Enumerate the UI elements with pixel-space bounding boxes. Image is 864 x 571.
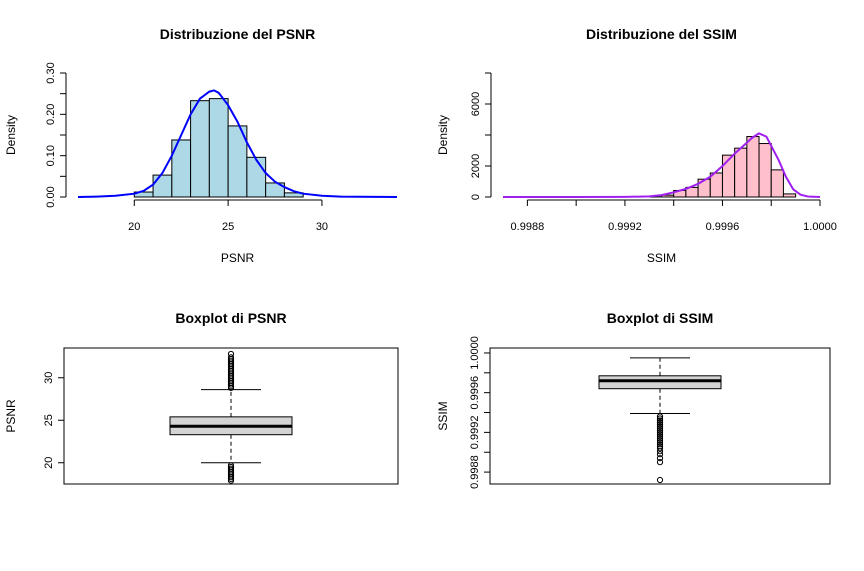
histogram-bar bbox=[153, 175, 172, 197]
y-axis-label: SSIM bbox=[436, 401, 450, 430]
x-tick-label: 30 bbox=[316, 221, 328, 233]
y-tick-label: 0.30 bbox=[45, 62, 57, 83]
boxplot-panel: Boxplot di SSIM 0.9988 0.9992 0.9996 1.0000 S… bbox=[436, 310, 830, 489]
histogram-bar bbox=[247, 157, 266, 197]
y-tick-label: 0.9992 bbox=[469, 416, 481, 450]
histogram-bar bbox=[735, 148, 747, 197]
y-axis-label: Density bbox=[436, 115, 450, 155]
histogram-bar bbox=[710, 173, 722, 197]
x-tick-label: 0.9988 bbox=[511, 221, 545, 233]
outlier-point bbox=[228, 351, 233, 356]
y-tick-label: 0.9996 bbox=[469, 376, 481, 410]
y-tick-label: 1.0000 bbox=[469, 336, 481, 370]
y-tick-label: 0.9988 bbox=[469, 455, 481, 489]
y-tick-label: 30 bbox=[43, 372, 55, 384]
x-axis-label: PSNR bbox=[221, 251, 255, 265]
x-tick-label: 20 bbox=[128, 221, 140, 233]
histogram-bar bbox=[771, 170, 783, 197]
outlier-point bbox=[657, 477, 662, 482]
histogram-bar bbox=[722, 155, 734, 197]
y-tick-label: 0 bbox=[470, 194, 482, 200]
y-tick-label: 0.20 bbox=[45, 104, 57, 125]
chart-title: Distribuzione del PSNR bbox=[160, 26, 316, 42]
y-tick-label: 0.00 bbox=[45, 186, 57, 207]
histogram-bar bbox=[209, 99, 228, 197]
x-tick-label: 0.9992 bbox=[608, 221, 642, 233]
y-axis-label: PSNR bbox=[4, 399, 18, 433]
x-axis-label: SSIM bbox=[647, 251, 676, 265]
histogram-bar bbox=[759, 144, 771, 197]
chart-title: Distribuzione del SSIM bbox=[586, 26, 737, 42]
histogram-bar bbox=[747, 137, 759, 197]
y-tick-label: 6000 bbox=[470, 92, 482, 116]
chart-title: Boxplot di SSIM bbox=[607, 310, 714, 326]
histogram-panel: Distribuzione del PSNR 20 25 30 PSNR 0.00 0.10… bbox=[4, 26, 397, 265]
histogram-panel: Distribuzione del SSIM 0.9988 0.9992 0.9996… bbox=[436, 26, 837, 265]
y-tick-label: 25 bbox=[43, 414, 55, 426]
histogram-bar bbox=[783, 194, 795, 197]
y-tick-label: 20 bbox=[43, 457, 55, 469]
boxplot-panel: Boxplot di PSNR 20 25 30 PSNR bbox=[4, 310, 398, 484]
chart-title: Boxplot di PSNR bbox=[175, 310, 286, 326]
x-tick-label: 0.9996 bbox=[706, 221, 740, 233]
histogram-bar bbox=[191, 101, 210, 197]
y-tick-label: 0.10 bbox=[45, 145, 57, 166]
y-tick-label: 2000 bbox=[470, 154, 482, 178]
x-tick-label: 25 bbox=[222, 221, 234, 233]
y-axis-label: Density bbox=[4, 115, 18, 155]
x-tick-label: 1.0000 bbox=[803, 221, 837, 233]
